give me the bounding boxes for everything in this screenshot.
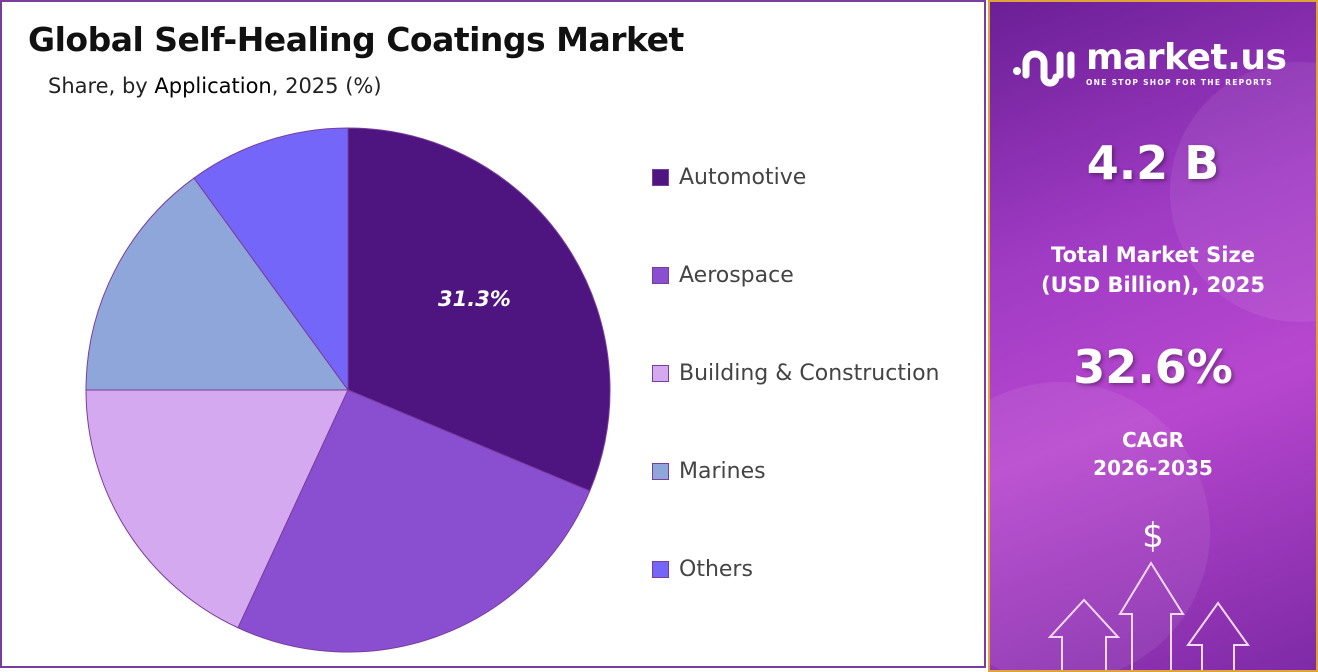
legend-swatch bbox=[652, 364, 669, 382]
subtitle-prefix: Share, by bbox=[48, 74, 155, 98]
legend-item: Building & Construction bbox=[652, 358, 939, 388]
market-size-label-2: (USD Billion), 2025 bbox=[1040, 273, 1266, 297]
subtitle-suffix: , 2025 (%) bbox=[271, 74, 382, 98]
market-size-label-1: Total Market Size bbox=[1051, 243, 1255, 267]
subtitle-key: Application bbox=[154, 74, 272, 98]
market-size-value: 4.2 B bbox=[1086, 136, 1220, 190]
legend-label: Others bbox=[679, 556, 753, 582]
pie-slice-marines bbox=[85, 177, 349, 391]
legend-item: Aerospace bbox=[652, 260, 794, 290]
legend-swatch bbox=[652, 462, 669, 480]
pie-slice-automotive bbox=[347, 127, 611, 492]
cagr-period: 2026-2035 bbox=[1093, 456, 1213, 480]
legend-item: Others bbox=[652, 554, 753, 584]
legend-label: Automotive bbox=[679, 164, 807, 190]
logo-icon bbox=[1013, 50, 1075, 86]
summary-panel: market.us ONE STOP SHOP FOR THE REPORTS … bbox=[988, 0, 1318, 672]
legend-label: Building & Construction bbox=[679, 360, 940, 386]
brand-logo: market.us ONE STOP SHOP FOR THE REPORTS bbox=[1012, 37, 1287, 87]
cagr-label: CAGR bbox=[1122, 428, 1184, 452]
pie-chart: 31.3% bbox=[85, 127, 611, 653]
brand-name: market.us bbox=[1086, 37, 1287, 78]
pie-slice-building-construction bbox=[85, 389, 349, 629]
legend-label: Aerospace bbox=[679, 262, 794, 288]
data-label: 31.3% bbox=[438, 287, 511, 311]
legend-swatch bbox=[652, 168, 669, 186]
legend-swatch bbox=[652, 266, 669, 284]
legend-label: Marines bbox=[679, 458, 766, 484]
chart-title: Global Self-Healing Coatings Market bbox=[28, 20, 684, 59]
pie-slice-others bbox=[193, 127, 349, 392]
chart-subtitle: Share, by Application, 2025 (%) bbox=[48, 74, 382, 98]
cagr-value: 32.6% bbox=[1073, 340, 1233, 394]
legend-item: Marines bbox=[652, 456, 766, 486]
chart-panel: Global Self-Healing Coatings Market Shar… bbox=[0, 0, 986, 668]
dollar-icon: $ bbox=[1142, 516, 1164, 556]
legend-swatch bbox=[652, 560, 669, 578]
growth-arrows-icon bbox=[1047, 561, 1250, 670]
pie-slice-aerospace bbox=[237, 389, 591, 653]
brand-tagline: ONE STOP SHOP FOR THE REPORTS bbox=[1086, 78, 1273, 87]
legend-item: Automotive bbox=[652, 162, 806, 192]
